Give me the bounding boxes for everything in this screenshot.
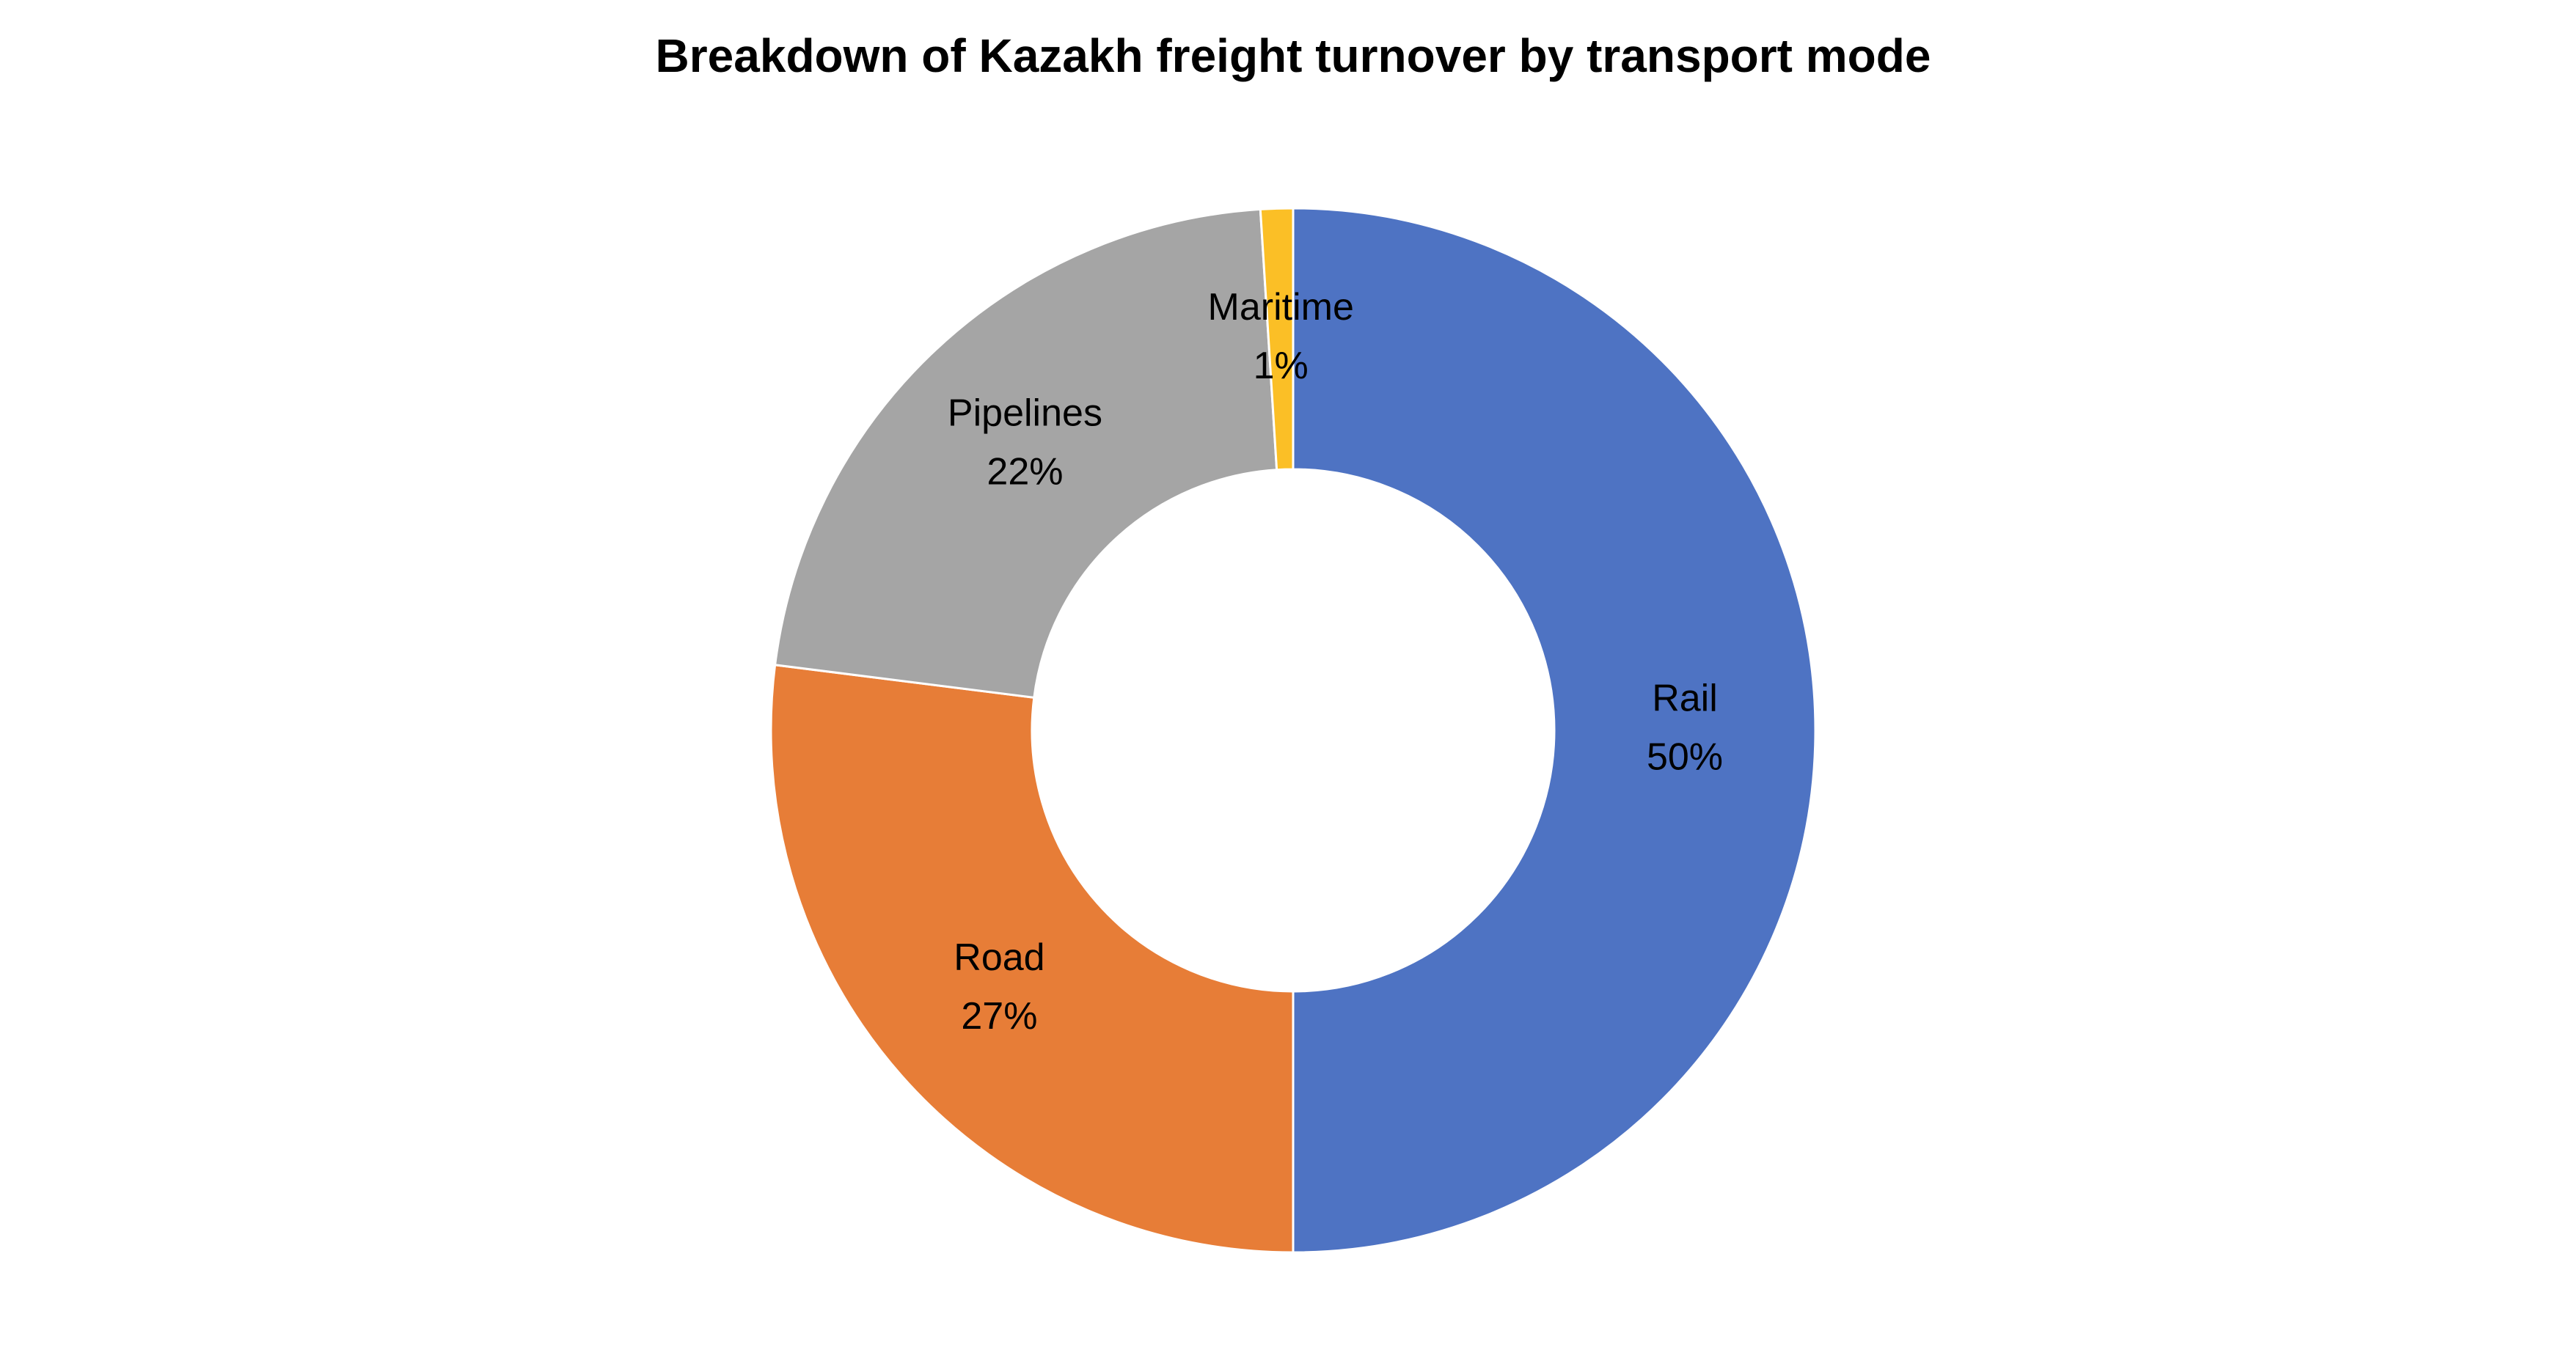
donut-slice	[1292, 207, 1817, 1254]
slice-value-label: 50%	[1647, 736, 1723, 779]
slice-label: Road	[954, 936, 1044, 979]
chart-title: Breakdown of Kazakh freight turnover by …	[656, 29, 1931, 82]
slice-label: Rail	[1652, 678, 1718, 720]
slice-label: Maritime	[1208, 286, 1354, 329]
donut-slice	[773, 208, 1278, 700]
donut-slice	[1259, 207, 1295, 471]
slice-value-label: 1%	[1254, 345, 1309, 387]
slice-value-label: 27%	[961, 995, 1037, 1038]
slice-value-label: 22%	[987, 450, 1063, 493]
donut-slice	[769, 664, 1295, 1254]
slice-label: Pipelines	[948, 392, 1102, 434]
